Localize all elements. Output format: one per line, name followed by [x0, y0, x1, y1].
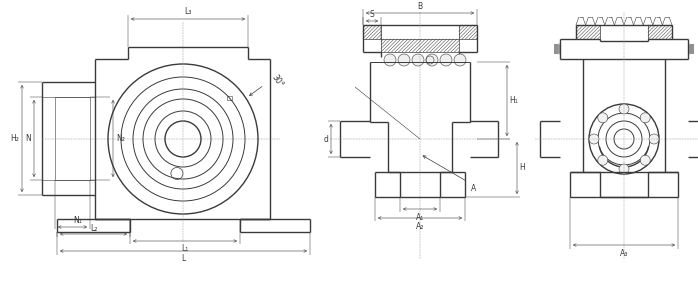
Text: N₁: N₁	[73, 216, 82, 225]
Bar	[648, 25, 672, 39]
Text: A₂: A₂	[416, 222, 424, 231]
Bar	[363, 25, 381, 39]
Bar	[459, 25, 477, 39]
Circle shape	[384, 54, 396, 66]
Circle shape	[426, 54, 438, 66]
Text: B: B	[417, 2, 422, 11]
Circle shape	[640, 113, 651, 123]
Text: H: H	[519, 164, 525, 172]
Text: N: N	[25, 134, 31, 143]
Circle shape	[454, 54, 466, 66]
Circle shape	[597, 113, 608, 123]
Circle shape	[649, 134, 659, 144]
Circle shape	[589, 134, 599, 144]
Text: L₃: L₃	[184, 7, 192, 16]
Circle shape	[619, 104, 629, 114]
Text: H₁: H₁	[509, 96, 518, 105]
Text: 30°: 30°	[270, 73, 285, 89]
Circle shape	[619, 164, 629, 174]
Circle shape	[412, 54, 424, 66]
Text: A₁: A₁	[416, 213, 424, 222]
Bar	[576, 25, 600, 39]
Bar	[381, 39, 459, 52]
Text: A: A	[471, 184, 476, 193]
Text: L₁: L₁	[181, 244, 188, 253]
Text: d: d	[324, 135, 329, 144]
Circle shape	[398, 54, 410, 66]
Text: N₂: N₂	[116, 134, 125, 143]
Circle shape	[640, 155, 651, 165]
Circle shape	[440, 54, 452, 66]
Text: L₂: L₂	[90, 224, 97, 233]
Text: H₂: H₂	[10, 134, 19, 143]
Circle shape	[597, 155, 608, 165]
Text: L: L	[181, 254, 186, 263]
Text: A₃: A₃	[620, 249, 628, 258]
Text: S: S	[370, 10, 374, 19]
